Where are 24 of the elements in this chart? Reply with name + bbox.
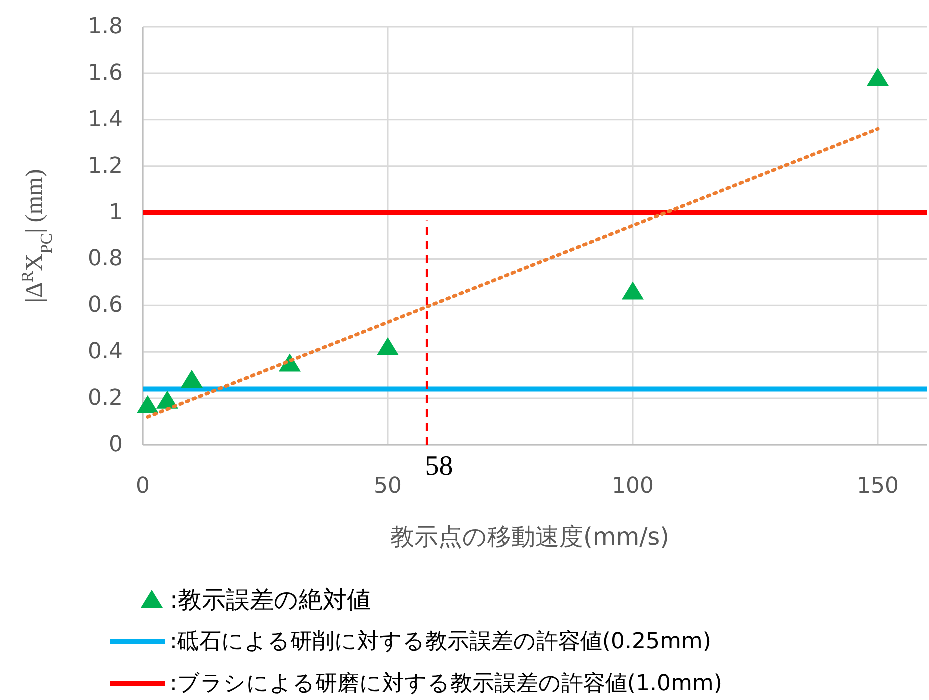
y-tick-label: 0.6 [88, 293, 123, 318]
x-tick-label: 0 [136, 474, 150, 499]
y-tick-label: 1.4 [88, 107, 123, 132]
x-tick-label: 100 [612, 474, 654, 499]
point [867, 68, 889, 86]
point [377, 337, 399, 356]
y-tick-label: 0.8 [88, 246, 123, 272]
y-tick-label: 1 [109, 200, 123, 226]
x-tick-label: 150 [857, 474, 899, 499]
point [622, 282, 644, 300]
legend-label: :砥石による研削に対する教示誤差の許容値(0.25mm) [170, 630, 712, 654]
legend-label: :ブラシによる研磨に対する教示誤差の許容値(1.0mm) [170, 672, 722, 696]
y-tick-label: 1.6 [88, 60, 123, 86]
y-tick-label: 0.2 [88, 386, 123, 412]
x-axis-title: 教示点の移動速度(mm/s) [390, 523, 670, 551]
y-tick-label: 1.2 [88, 154, 123, 179]
y-tick-label: 0.4 [88, 340, 123, 365]
y-tick-label: 1.8 [88, 14, 123, 40]
legend-label: :教示誤差の絶対値 [170, 586, 372, 614]
ref-line-label: 58 [425, 451, 454, 482]
point [181, 370, 203, 388]
y-tick-label: 0 [109, 432, 123, 458]
point [136, 396, 159, 414]
x-tick-label: 50 [374, 474, 402, 499]
